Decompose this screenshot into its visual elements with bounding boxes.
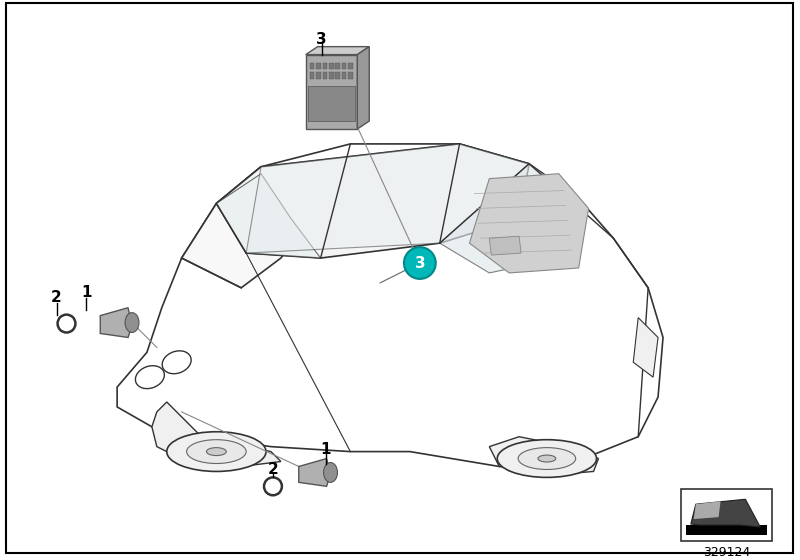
Text: 2: 2 xyxy=(51,290,62,305)
Text: 3: 3 xyxy=(414,255,425,270)
Polygon shape xyxy=(152,402,281,466)
Bar xyxy=(316,72,321,80)
Text: 2: 2 xyxy=(267,462,278,477)
Polygon shape xyxy=(216,174,321,258)
Polygon shape xyxy=(440,164,578,273)
Bar xyxy=(681,489,772,541)
Polygon shape xyxy=(306,54,358,129)
Bar xyxy=(335,72,340,80)
Bar xyxy=(342,72,346,80)
Bar xyxy=(310,72,314,80)
Bar xyxy=(329,72,334,80)
Bar xyxy=(310,63,314,69)
Bar xyxy=(322,72,327,80)
Bar xyxy=(316,63,321,69)
Text: 3: 3 xyxy=(316,32,327,47)
Polygon shape xyxy=(470,174,589,273)
Polygon shape xyxy=(298,459,330,486)
Polygon shape xyxy=(306,46,370,54)
Polygon shape xyxy=(246,144,529,253)
Polygon shape xyxy=(216,144,529,258)
Polygon shape xyxy=(117,144,663,466)
Bar xyxy=(322,63,327,69)
Ellipse shape xyxy=(518,447,576,469)
Polygon shape xyxy=(634,318,658,377)
Polygon shape xyxy=(490,437,598,474)
Bar xyxy=(335,63,340,69)
Ellipse shape xyxy=(125,312,139,333)
Bar xyxy=(348,63,353,69)
Ellipse shape xyxy=(186,440,246,464)
Ellipse shape xyxy=(538,455,556,462)
Circle shape xyxy=(404,247,436,279)
Bar xyxy=(342,63,346,69)
Bar xyxy=(348,72,353,80)
Polygon shape xyxy=(694,501,721,519)
Polygon shape xyxy=(182,167,310,288)
Ellipse shape xyxy=(498,440,597,478)
Text: 1: 1 xyxy=(320,442,331,457)
Ellipse shape xyxy=(323,463,338,482)
Polygon shape xyxy=(358,46,370,129)
Bar xyxy=(308,86,355,121)
Polygon shape xyxy=(100,307,132,338)
Ellipse shape xyxy=(206,447,226,456)
Text: 329124: 329124 xyxy=(703,547,750,559)
Polygon shape xyxy=(691,499,760,527)
Bar xyxy=(329,63,334,69)
Text: 1: 1 xyxy=(81,285,92,300)
Polygon shape xyxy=(490,236,521,255)
Ellipse shape xyxy=(166,432,266,472)
Bar xyxy=(686,525,767,535)
